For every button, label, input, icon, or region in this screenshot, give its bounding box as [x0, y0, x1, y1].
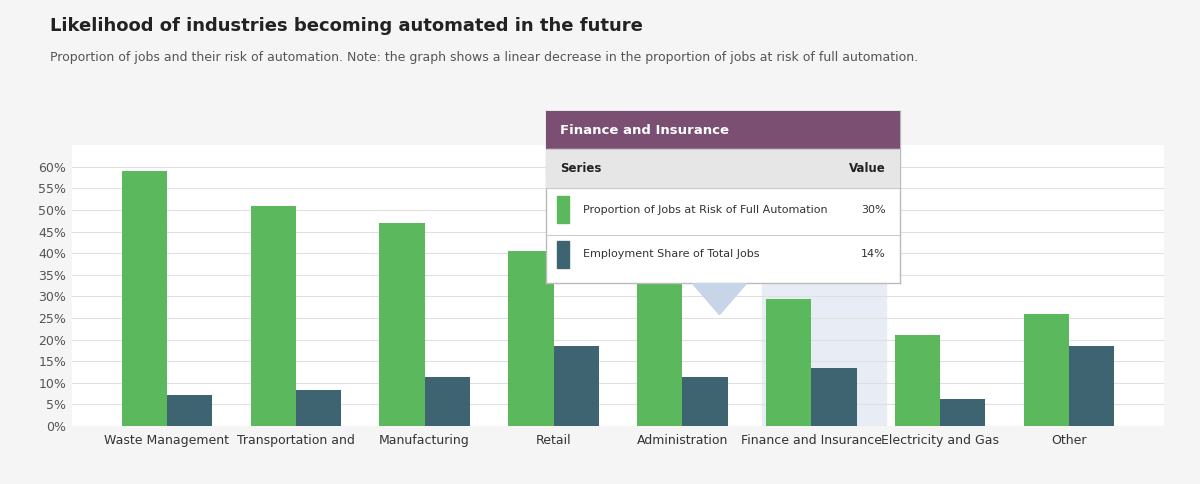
Bar [811, 368, 857, 426]
Bar [941, 399, 985, 426]
Text: Finance and Insurance: Finance and Insurance [560, 124, 730, 136]
Bar [557, 241, 569, 268]
Text: Proportion of Jobs at Risk of Full Automation: Proportion of Jobs at Risk of Full Autom… [583, 205, 828, 214]
Text: Series: Series [560, 162, 601, 175]
Bar [895, 335, 941, 426]
Bar [683, 377, 727, 426]
Bar [762, 145, 886, 426]
Bar [251, 206, 295, 426]
Bar [546, 111, 900, 149]
Bar [121, 171, 167, 426]
Bar [425, 377, 469, 426]
Text: 30%: 30% [862, 205, 886, 214]
Text: Proportion of jobs and their risk of automation. Note: the graph shows a linear : Proportion of jobs and their risk of aut… [50, 51, 918, 64]
Bar [637, 279, 683, 426]
Bar [295, 390, 341, 426]
Bar [167, 395, 212, 426]
Bar [1024, 314, 1069, 426]
Text: Likelihood of industries becoming automated in the future: Likelihood of industries becoming automa… [50, 17, 643, 35]
Polygon shape [692, 283, 746, 315]
Bar [767, 299, 811, 426]
Bar [553, 346, 599, 426]
Bar [557, 197, 569, 223]
Bar [546, 149, 900, 188]
Text: Value: Value [850, 162, 886, 175]
Bar [1069, 346, 1115, 426]
Text: Employment Share of Total Jobs: Employment Share of Total Jobs [583, 249, 760, 259]
Text: 14%: 14% [862, 249, 886, 259]
Bar [379, 223, 425, 426]
Bar [509, 251, 553, 426]
